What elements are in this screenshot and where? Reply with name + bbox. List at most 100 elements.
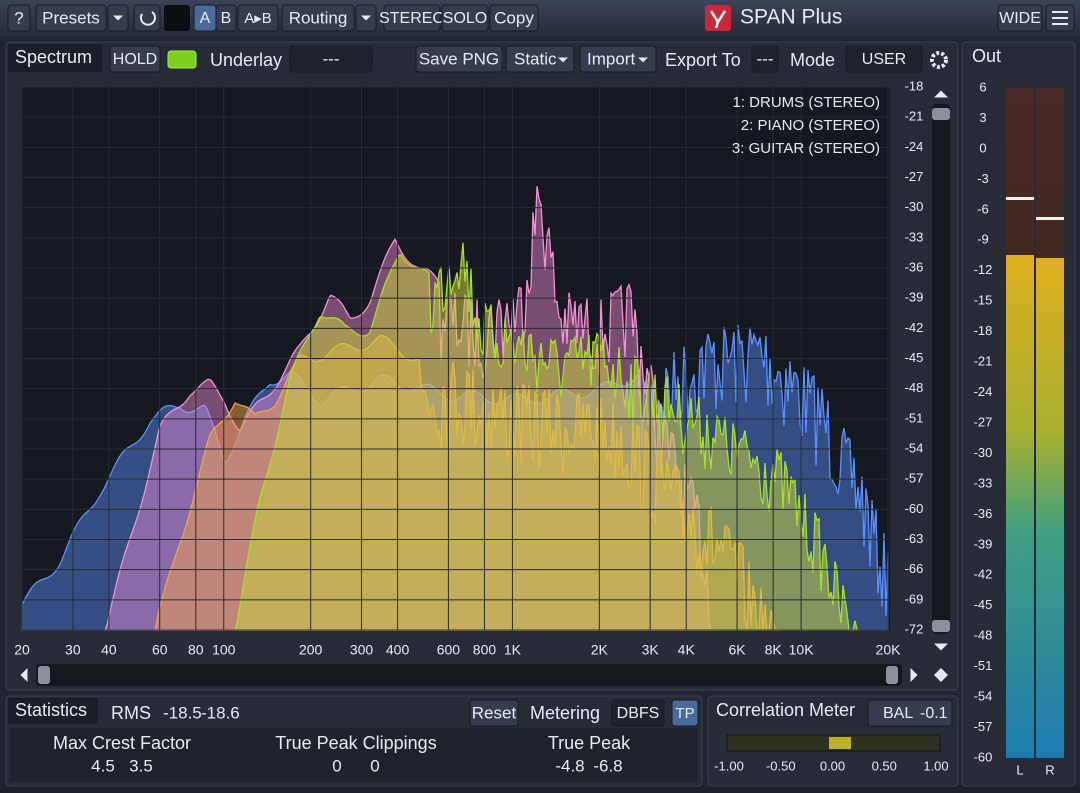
scroll-right[interactable]	[910, 668, 918, 682]
mode-label: Mode	[790, 50, 835, 70]
dropdown-arrow[interactable]	[113, 15, 123, 21]
stereo: STEREO	[379, 10, 445, 27]
metric-label: Max Crest Factor	[53, 733, 191, 753]
freq-tick-label: 6K	[728, 642, 746, 658]
wide-button[interactable]	[997, 4, 1043, 32]
metric-value: -4.8	[555, 756, 584, 775]
metric-value: 4.5	[91, 756, 115, 775]
dropdown-arrow[interactable]	[638, 57, 648, 63]
reset-icon[interactable]	[139, 11, 156, 26]
freq-tick-label: 40	[101, 642, 117, 658]
freq-tick-label: 400	[386, 642, 410, 658]
freq-tick-label: 10K	[789, 642, 815, 658]
freq-tick-label: 2K	[591, 642, 609, 658]
correlation-tick-label: -0.50	[766, 758, 796, 773]
help: ?	[14, 8, 23, 27]
out-tick-label: -33	[974, 475, 993, 490]
zoom-reset[interactable]	[934, 668, 948, 682]
v-scroll-thumb[interactable]	[932, 108, 950, 120]
ab-b: B	[221, 10, 232, 27]
out-tick-label: 0	[979, 140, 986, 155]
out-tick-label: -54	[974, 689, 993, 704]
import: Import	[587, 49, 635, 68]
ab-a: A	[200, 10, 211, 27]
legend-entry: 3: GUITAR (STEREO)	[732, 140, 880, 157]
out-title: Out	[972, 46, 1001, 66]
peak-marker	[1006, 197, 1034, 200]
scroll-up[interactable]	[934, 90, 948, 98]
static-button[interactable]	[505, 45, 575, 73]
meter-level	[1006, 255, 1034, 758]
scroll-left[interactable]	[20, 668, 28, 682]
db-tick-label: -54	[905, 440, 924, 455]
copy: Copy	[494, 8, 534, 27]
copy-button[interactable]	[489, 4, 539, 32]
solo-button[interactable]	[441, 4, 489, 32]
tp-button[interactable]	[671, 699, 699, 727]
h-scroll-thumb[interactable]	[38, 666, 50, 684]
out-tick-label: -45	[974, 597, 993, 612]
routing-button[interactable]	[281, 4, 355, 32]
ab-b-button[interactable]	[215, 4, 237, 32]
presets-button[interactable]	[35, 4, 107, 32]
import-button[interactable]	[579, 45, 657, 73]
save-png-button[interactable]	[415, 45, 503, 73]
rms-value: -18.6	[201, 703, 240, 722]
wide: WIDE	[999, 10, 1041, 27]
db-tick-label: -57	[905, 471, 924, 486]
hold-button[interactable]	[109, 45, 161, 73]
meter-level	[1036, 258, 1064, 758]
out-tick-label: 6	[979, 79, 986, 94]
freq-tick-label: 60	[152, 642, 168, 658]
db-tick-label: -36	[905, 259, 924, 274]
h-scroll-track[interactable]	[36, 664, 902, 686]
save-png: Save PNG	[419, 49, 499, 68]
out-tick-label: -6	[977, 201, 989, 216]
statistics-body	[10, 728, 698, 782]
color-box[interactable]	[164, 5, 190, 31]
dropdown-arrow[interactable]	[558, 57, 568, 63]
underlay-value-button[interactable]	[289, 45, 373, 73]
solo: SOLO	[443, 10, 487, 27]
logo-mark	[709, 10, 727, 29]
export-value-button[interactable]	[751, 45, 779, 73]
bal-value: -0.1	[920, 705, 948, 722]
help-button[interactable]	[7, 4, 31, 32]
underlay-toggle[interactable]	[167, 50, 197, 69]
v-scroll-thumb[interactable]	[932, 620, 950, 632]
db-tick-label: -21	[905, 109, 924, 124]
channel-label: R	[1045, 762, 1054, 777]
presets: Presets	[42, 8, 100, 27]
underlay-value: ---	[323, 49, 340, 68]
scroll-down[interactable]	[934, 643, 948, 651]
app-title: SPAN Plus	[740, 6, 842, 29]
dropdown-arrow[interactable]	[361, 15, 371, 21]
metric-label: True Peak Clippings	[275, 733, 436, 753]
settings-gear[interactable]	[930, 51, 948, 69]
statistics-tab	[8, 698, 98, 724]
db-tick-label: -51	[905, 410, 924, 425]
db-tick-label: -66	[905, 561, 924, 576]
db-tick-label: -27	[905, 169, 924, 184]
metering-value-button[interactable]	[611, 699, 665, 727]
ab-copy-button[interactable]	[237, 4, 279, 32]
export-to-label: Export To	[665, 50, 741, 70]
h-scroll-thumb[interactable]	[886, 666, 898, 684]
db-tick-label: -69	[905, 591, 924, 606]
reset-button[interactable]	[469, 699, 519, 727]
freq-tick-label: 200	[299, 642, 323, 658]
freq-tick-label: 4K	[678, 642, 696, 658]
db-tick-label: -39	[905, 290, 924, 305]
reset-button[interactable]	[133, 4, 161, 32]
balance-button[interactable]	[867, 699, 953, 727]
export-value: ---	[757, 49, 774, 68]
mode-value-button[interactable]	[845, 45, 923, 73]
rms-value: -18.5	[163, 703, 202, 722]
v-scroll-track[interactable]	[932, 104, 950, 634]
stereo-button[interactable]	[383, 4, 441, 32]
metric-value: 0	[370, 756, 379, 775]
tp: TP	[675, 705, 694, 722]
out-tick-label: -48	[974, 628, 993, 643]
freq-tick-label: 20	[14, 642, 30, 658]
